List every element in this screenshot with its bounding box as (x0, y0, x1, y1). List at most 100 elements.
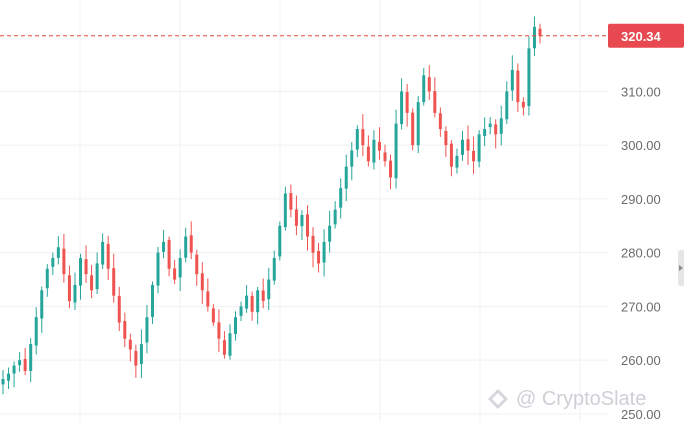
candle-body (18, 360, 22, 366)
candle-body (383, 152, 387, 162)
candle-body (34, 317, 38, 346)
candle-body (283, 193, 287, 228)
candle (305, 205, 309, 251)
candle (200, 262, 204, 304)
candle-body (333, 209, 337, 225)
candle-body (405, 92, 409, 113)
candle (538, 23, 542, 44)
candle-body (29, 344, 33, 371)
candle-body (178, 258, 182, 278)
candle-body (438, 113, 442, 130)
candle-body (12, 365, 16, 374)
candle (256, 286, 260, 325)
candle (195, 249, 199, 286)
candle-body (267, 279, 271, 300)
candle-body (394, 123, 398, 179)
candle (73, 272, 77, 310)
candle-body (23, 358, 27, 371)
candle (106, 235, 110, 281)
candle-body (278, 225, 282, 257)
candle (162, 229, 166, 259)
candle (333, 201, 337, 229)
candle-body (123, 321, 127, 339)
candle (455, 148, 459, 174)
candle (416, 95, 420, 154)
candle-body (532, 26, 536, 49)
candle (483, 117, 487, 147)
candle-body (195, 254, 199, 275)
candle-body (322, 241, 326, 263)
candle (444, 126, 448, 157)
candle-body (527, 48, 531, 107)
candle (278, 221, 282, 261)
candle-body (488, 123, 492, 128)
candles (1, 16, 542, 395)
candle-body (256, 290, 260, 313)
candle (422, 68, 426, 106)
candle (156, 246, 160, 294)
grid (0, 0, 608, 422)
candle-body (173, 268, 177, 280)
price-scale-scroll-handle[interactable] (678, 250, 684, 286)
candle (222, 331, 226, 359)
candle-body (510, 69, 514, 91)
candle (499, 105, 503, 146)
last-price-label: 320.34 (621, 29, 662, 44)
candle-body (206, 291, 210, 307)
last-price-badge (608, 23, 684, 48)
candle (117, 286, 121, 331)
candle (1, 369, 5, 395)
candle (56, 236, 60, 265)
candle (472, 136, 476, 174)
candle-body (112, 268, 116, 296)
candle-body (499, 118, 503, 134)
candle-body (289, 193, 293, 210)
candle-body (472, 151, 476, 162)
candle (150, 281, 154, 324)
candle-body (328, 225, 332, 242)
candle-body (416, 102, 420, 146)
candle-body (455, 155, 459, 168)
candle-body (300, 215, 304, 227)
candle-body (494, 124, 498, 135)
candle (389, 154, 393, 190)
candle (516, 63, 520, 112)
candle (339, 178, 343, 219)
candle-body (355, 129, 359, 150)
candle-body (189, 235, 193, 253)
candle (250, 291, 254, 321)
candle-body (377, 141, 381, 151)
candle (294, 195, 298, 236)
candle-body (245, 295, 249, 309)
candle (383, 144, 387, 167)
candle-body (433, 91, 437, 113)
y-axis: 310.00 300.00 290.00 280.00 270.00 260.00 250.… (621, 84, 661, 422)
candle-body (45, 268, 49, 289)
candle (40, 286, 44, 333)
candle (355, 125, 359, 158)
candle (67, 265, 71, 309)
candle-body (311, 235, 315, 253)
candle (311, 227, 315, 268)
candle-body (184, 236, 188, 258)
candle-body (305, 214, 309, 237)
candle (112, 253, 116, 303)
candle-body (372, 139, 376, 163)
candle (139, 329, 143, 379)
candle-body (150, 284, 154, 317)
candle-body (521, 101, 525, 108)
candle (206, 278, 210, 312)
candle (272, 250, 276, 285)
candle (433, 77, 437, 118)
candle (211, 304, 215, 327)
candle-body (128, 339, 132, 350)
candle (101, 233, 105, 269)
candle (90, 264, 94, 299)
watermark-text: @ CryptoSlate (516, 387, 647, 410)
candle-body (339, 188, 343, 208)
candle-body (95, 263, 99, 290)
candle-body (200, 273, 204, 291)
candle (466, 125, 470, 165)
candle-body (117, 295, 121, 323)
candle-body (361, 129, 365, 146)
